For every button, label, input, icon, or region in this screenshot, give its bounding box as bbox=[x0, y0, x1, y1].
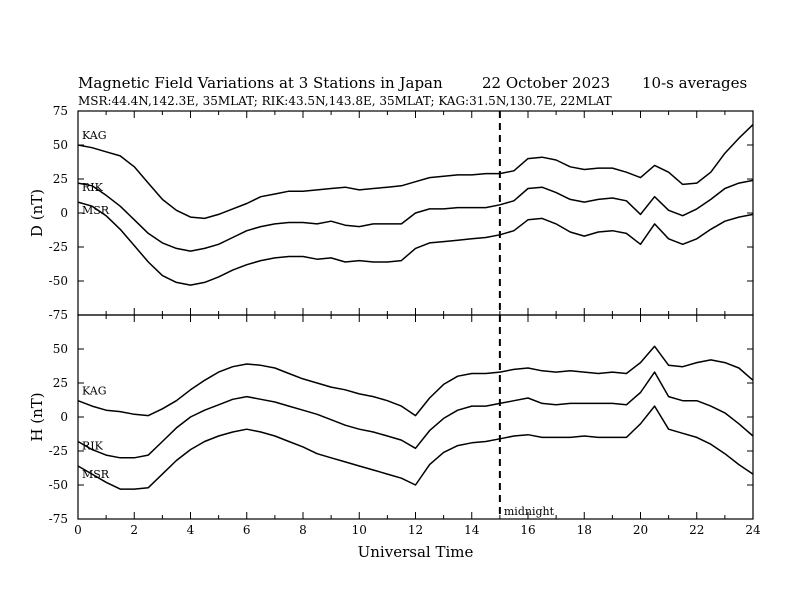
series-label-D-kag: KAG bbox=[82, 129, 107, 142]
series-line-H-msr bbox=[77, 405, 754, 490]
ytick-label-H: -25 bbox=[49, 444, 68, 458]
ylabel-D: D (nT) bbox=[28, 189, 46, 237]
xtick-label: 10 bbox=[352, 523, 367, 537]
xtick-label: 18 bbox=[577, 523, 592, 537]
ytick-label-H: 25 bbox=[53, 376, 68, 390]
xtick-label: 6 bbox=[243, 523, 251, 537]
series-label-D-rik: RIK bbox=[82, 181, 104, 194]
xtick-label: 22 bbox=[689, 523, 704, 537]
series-label-H-kag: KAG bbox=[82, 385, 107, 398]
ytick-label-D: 25 bbox=[53, 172, 68, 186]
xtick-label: 8 bbox=[299, 523, 307, 537]
ytick-label-D: -75 bbox=[49, 308, 68, 322]
ytick-label-D: -25 bbox=[49, 240, 68, 254]
ytick-label-D: 75 bbox=[53, 104, 68, 118]
series-label-H-msr: MSR bbox=[82, 468, 110, 481]
series-line-D-kag bbox=[77, 124, 754, 220]
series-line-H-rik bbox=[77, 371, 754, 459]
ytick-label-D: -50 bbox=[49, 274, 68, 288]
chart-date: 22 October 2023 bbox=[482, 74, 611, 92]
ytick-label-D: 0 bbox=[60, 206, 68, 220]
series-label-D-msr: MSR bbox=[82, 204, 110, 217]
xtick-label: 14 bbox=[464, 523, 480, 537]
xtick-label: 16 bbox=[520, 523, 535, 537]
ylabel-H: H (nT) bbox=[28, 392, 46, 441]
xtick-label: 24 bbox=[745, 523, 761, 537]
midnight-label: midnight bbox=[504, 505, 555, 518]
xtick-label: 4 bbox=[187, 523, 195, 537]
xlabel: Universal Time bbox=[358, 543, 474, 561]
ytick-label-D: 50 bbox=[53, 138, 68, 152]
xtick-label: 0 bbox=[74, 523, 82, 537]
averaging-label: 10-s averages bbox=[642, 74, 748, 92]
panel-H-frame bbox=[77, 314, 754, 520]
chart-title: Magnetic Field Variations at 3 Stations … bbox=[78, 74, 443, 92]
ytick-label-H: 50 bbox=[53, 342, 68, 356]
ytick-label-H: 0 bbox=[60, 410, 68, 424]
series-label-H-rik: RIK bbox=[82, 439, 104, 452]
xtick-label: 2 bbox=[130, 523, 138, 537]
stations-line: MSR:44.4N,142.3E, 35MLAT; RIK:43.5N,143.… bbox=[78, 94, 612, 108]
series-line-H-kag bbox=[77, 345, 754, 417]
ytick-label-H: -50 bbox=[49, 478, 68, 492]
xtick-label: 12 bbox=[408, 523, 423, 537]
ytick-label-H: -75 bbox=[49, 512, 68, 526]
series-line-D-msr bbox=[77, 201, 754, 286]
xtick-label: 20 bbox=[633, 523, 648, 537]
series-line-D-rik bbox=[77, 179, 754, 252]
